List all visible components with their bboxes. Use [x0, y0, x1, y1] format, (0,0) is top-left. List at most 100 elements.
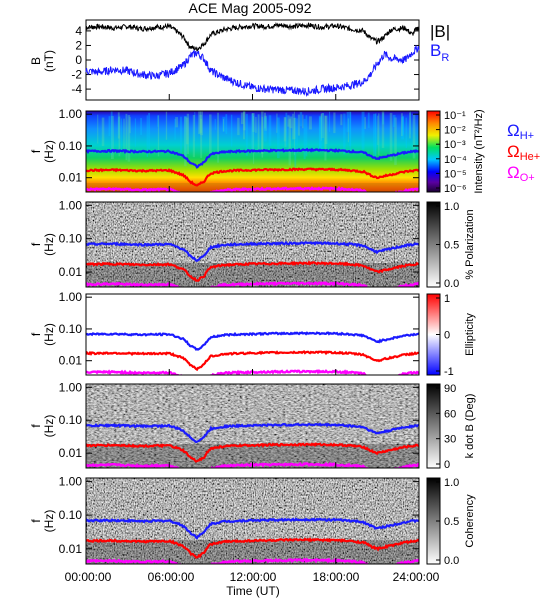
spectrogram-streak	[268, 115, 272, 146]
legend-gyro-h-sym: Ω	[507, 121, 520, 140]
spectrogram-streak	[97, 114, 99, 144]
spectrogram-streak	[101, 117, 105, 147]
colorbar-tick-label: 1.0	[444, 477, 459, 489]
spectrogram-streak	[134, 118, 136, 147]
spectrogram-streak	[320, 114, 322, 141]
spectrogram-streak	[394, 117, 397, 166]
freq-tick-label: 1.00	[59, 198, 83, 212]
panel-polarization: 1.00 0.10 0.01 f (Hz) 1.0 0.5 0.0 % Polarization	[29, 198, 476, 290]
field-y-tick-label: -4	[71, 82, 82, 96]
spectrogram-streak	[285, 112, 288, 147]
spectrogram-streak	[289, 116, 293, 129]
spectrogram-streak	[184, 116, 187, 167]
spectrogram-streak	[297, 114, 300, 136]
gyro-line-he	[86, 537, 419, 559]
spectrogram-streak	[333, 112, 336, 134]
gyro-line-he	[86, 167, 419, 187]
legend-br-label: B	[430, 41, 441, 60]
spectrogram-streak	[261, 116, 264, 158]
spectrogram-streak	[276, 113, 278, 133]
spectrogram-streak	[253, 116, 255, 164]
legend-gyro-o: ΩO+	[507, 163, 535, 184]
freq-tick-label: 0.01	[59, 446, 83, 460]
freq-y-label-name: f	[29, 149, 43, 153]
field-y-label-unit: (nT)	[42, 50, 56, 72]
spectrogram-streak	[127, 115, 131, 162]
spectrogram-streak	[242, 111, 245, 140]
freq-y-label-unit: (Hz)	[42, 415, 56, 438]
spectrogram-streak	[146, 115, 148, 157]
freq-tick-label: 0.10	[59, 322, 83, 336]
spectrogram-streak	[252, 113, 255, 132]
spectrogram-streak	[392, 114, 396, 128]
spectrogram-streak	[209, 114, 212, 154]
spectrogram-streak	[277, 117, 280, 159]
gyro-line-he	[86, 260, 419, 283]
spectrogram-streak	[303, 118, 306, 160]
spectrogram-streak	[110, 111, 113, 155]
spectrogram-streak	[140, 117, 142, 135]
freq-y-label-unit: (Hz)	[42, 510, 56, 533]
freq-tick-label: 0.01	[59, 171, 83, 185]
x-tick-4: 24:00:00	[393, 570, 440, 584]
field-y-label-name: B	[29, 57, 43, 65]
gyro-line-h	[86, 422, 419, 444]
colorbar-tick-label: 1	[444, 293, 450, 305]
colorbar-tick-label: 10⁻¹	[444, 110, 466, 122]
coherency-colorbar-label: Coherency	[464, 494, 476, 548]
spectrogram-streak	[118, 116, 121, 157]
freq-tick-label: 1.00	[59, 290, 83, 304]
spectrogram-streak	[287, 115, 290, 127]
spectrogram-streak	[294, 117, 297, 168]
spectrogram-streak	[198, 111, 201, 135]
spectrogram-streak	[117, 117, 120, 136]
spectrogram-streak	[243, 111, 246, 131]
spectrogram-streak	[175, 117, 179, 128]
ellipticity-colorbar-label: Ellipticity	[464, 313, 476, 356]
freq-tick-label: 1.00	[59, 474, 83, 488]
spectrogram-streak	[108, 116, 111, 136]
colorbar-tick-label: 10⁻⁶	[444, 183, 467, 195]
spectrogram-streak	[381, 111, 385, 148]
spectrogram-streak	[222, 116, 226, 132]
spectrogram-streak	[264, 115, 267, 131]
colorbar-tick-label: 0.0	[444, 278, 459, 290]
freq-y-label-name: f	[29, 519, 43, 523]
spectrogram-streak	[174, 118, 176, 140]
colorbar-tick-label: -1	[444, 366, 454, 378]
panel-kdotb: 1.00 0.10 0.01 f (Hz) 90 60 30 0 k dot B (Deg)	[29, 380, 476, 471]
freq-y-label-name: f	[29, 332, 43, 336]
spectrogram-streak	[283, 117, 287, 142]
spectrogram-streak	[257, 114, 260, 154]
spectrogram-streak	[230, 114, 233, 147]
spectrogram-streak	[288, 118, 291, 166]
colorbar-tick-label: 0.0	[444, 555, 459, 567]
colorbar-tick-label: 0.5	[444, 516, 459, 528]
field-y-tick-label: -2	[71, 68, 82, 82]
freq-tick-label: 1.00	[59, 380, 83, 394]
spectrogram-streak	[377, 115, 379, 146]
spectrogram-streak	[225, 114, 228, 134]
legend-br: BR	[430, 41, 449, 64]
polarization-colorbar-label: % Polarization	[464, 209, 476, 279]
spectrogram-streak	[245, 113, 248, 156]
spectrogram-streak	[324, 115, 328, 145]
spectrogram-streak	[409, 111, 411, 135]
spectrogram-streak	[237, 117, 240, 136]
spectrogram-streak	[263, 117, 267, 142]
freq-tick-label: 0.01	[59, 542, 83, 556]
panel-power: 1.00 0.10 0.01 f (Hz) 10⁻¹ 10⁻² 10⁻³ 10⁻⁴ 10⁻⁵ 10⁻…	[29, 107, 485, 195]
legend-br-sub: R	[441, 52, 449, 64]
spectrogram-streak	[186, 113, 190, 154]
spectrogram-streak	[200, 118, 203, 159]
spectrogram-streak	[346, 111, 350, 133]
spectrogram-streak	[255, 117, 257, 133]
spectrogram-streak	[264, 112, 267, 129]
spectrogram-streak	[343, 113, 346, 155]
gyro-line-he	[86, 350, 419, 372]
colorbar-tick-label: 0.5	[444, 240, 459, 252]
spectrogram-streak	[409, 112, 411, 139]
spectrogram-streak	[299, 112, 303, 127]
spectrogram-streak	[217, 112, 219, 163]
spectrogram-streak	[328, 111, 331, 132]
